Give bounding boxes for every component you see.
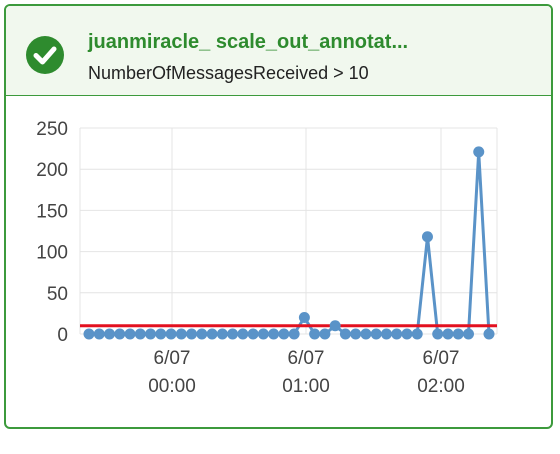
data-point [371,329,382,340]
data-point [155,329,166,340]
data-point [473,146,484,157]
data-point [442,329,453,340]
data-point [453,329,464,340]
y-tick-label: 250 [36,119,68,140]
y-tick-label: 150 [36,201,68,222]
data-point [299,312,310,323]
data-point [401,329,412,340]
data-point [186,329,197,340]
data-point [350,329,361,340]
y-tick-label: 0 [57,325,68,346]
x-tick-time: 00:00 [148,376,196,397]
data-point [381,329,392,340]
data-point [432,329,443,340]
data-point [125,329,136,340]
data-point [340,329,351,340]
data-point [94,329,105,340]
y-tick-label: 100 [36,243,68,264]
data-point [248,329,259,340]
data-point [484,329,495,340]
data-point [237,329,248,340]
data-point [207,329,218,340]
y-tick-label: 200 [36,160,68,181]
data-point [176,329,187,340]
data-point [135,329,146,340]
data-point [84,329,95,340]
data-point [196,329,207,340]
data-point [145,329,156,340]
data-point [391,329,402,340]
data-point [166,329,177,340]
series-points [84,146,495,339]
x-axis: 6/07 00:00 6/07 01:00 6/07 02:00 [148,348,465,397]
series-line [89,152,489,334]
y-axis: 0 50 100 150 200 250 [36,119,68,346]
data-point [114,329,125,340]
data-point [227,329,238,340]
data-point [104,329,115,340]
data-point [463,329,474,340]
series-line [89,152,489,334]
x-tick-time: 01:00 [282,376,330,397]
data-point [289,329,300,340]
x-tick-date: 6/07 [288,348,325,369]
data-point [412,329,423,340]
data-point [309,329,320,340]
data-point [360,329,371,340]
data-point [268,329,279,340]
x-tick-date: 6/07 [423,348,460,369]
data-point [422,231,433,242]
data-point [278,329,289,340]
y-tick-label: 50 [47,284,68,305]
data-point [258,329,269,340]
data-point [330,320,341,331]
x-tick-date: 6/07 [154,348,191,369]
data-point [319,329,330,340]
x-tick-time: 02:00 [417,376,465,397]
data-point [217,329,228,340]
